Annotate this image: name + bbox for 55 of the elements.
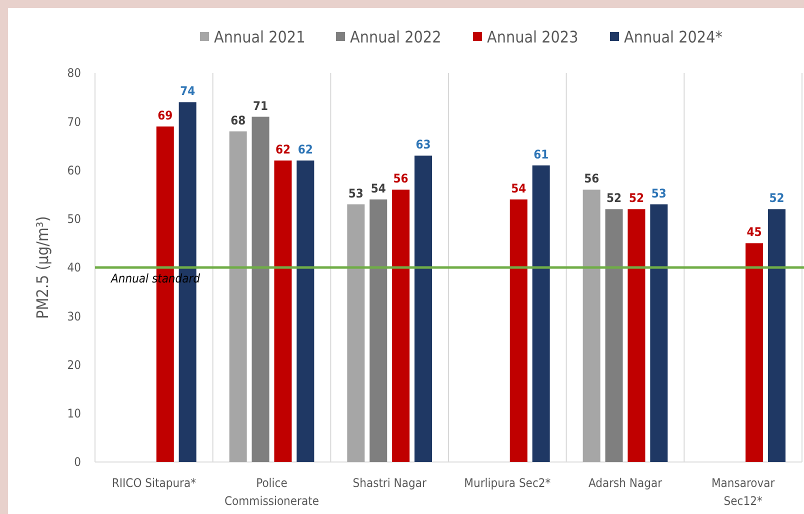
data-label: 45	[746, 225, 762, 240]
data-label: 56	[584, 172, 600, 186]
y-tick-label: 50	[67, 212, 82, 226]
data-label: 68	[230, 113, 246, 128]
data-label: 62	[298, 142, 313, 157]
data-label: 53	[348, 186, 364, 200]
bar	[768, 209, 786, 462]
data-label: 52	[628, 191, 644, 206]
data-label: 53	[651, 186, 666, 200]
data-label: 74	[180, 84, 196, 98]
x-tick-label: Adarsh Nagar	[588, 476, 663, 490]
bar	[414, 156, 432, 462]
y-tick-label: 0	[74, 455, 82, 470]
bar	[510, 199, 528, 462]
data-label: 61	[534, 147, 549, 162]
y-tick-label: 20	[67, 358, 82, 372]
y-tick-label: 70	[67, 114, 82, 129]
bar	[605, 209, 623, 462]
y-tick-label: 40	[67, 260, 82, 275]
x-tick-label: Police Commissionerate	[224, 476, 320, 508]
data-label: 52	[606, 191, 622, 206]
y-axis-title: PM2.5 (µg/m³)	[33, 216, 52, 319]
bar	[582, 190, 600, 462]
y-tick-label: 10	[67, 406, 82, 421]
legend-label: Annual 2024*	[624, 28, 722, 47]
bar	[628, 209, 646, 462]
bar	[370, 199, 388, 462]
bar	[229, 131, 247, 462]
bar	[392, 190, 410, 462]
legend-label: Annual 2021	[214, 28, 306, 47]
x-tick-label: Mansarovar Sec12*	[711, 476, 776, 508]
y-tick-label: 80	[67, 66, 82, 80]
ref-line-label: Annual standard	[110, 272, 200, 286]
x-tick-label: RIICO Sitapura*	[112, 476, 197, 490]
data-label: 54	[511, 181, 527, 196]
x-tick-label: Murlipura Sec2*	[464, 476, 552, 490]
data-label: 52	[769, 191, 784, 206]
bar	[347, 204, 365, 462]
data-label: 71	[253, 98, 268, 113]
data-label: 62	[275, 142, 290, 157]
bar	[650, 204, 668, 462]
y-tick-label: 30	[67, 309, 82, 324]
legend-label: Annual 2022	[350, 28, 442, 47]
y-tick-label: 60	[67, 163, 82, 178]
bar	[274, 160, 292, 462]
legend-label: Annual 2023	[487, 28, 578, 47]
data-label: 54	[370, 181, 386, 196]
bar	[252, 116, 270, 462]
x-tick-label: Shastri Nagar	[352, 476, 427, 490]
data-label: 63	[416, 138, 431, 152]
bar	[746, 243, 764, 462]
data-label: 69	[158, 108, 173, 122]
bar	[296, 160, 314, 462]
data-label: 56	[393, 172, 408, 186]
bar	[532, 165, 550, 462]
